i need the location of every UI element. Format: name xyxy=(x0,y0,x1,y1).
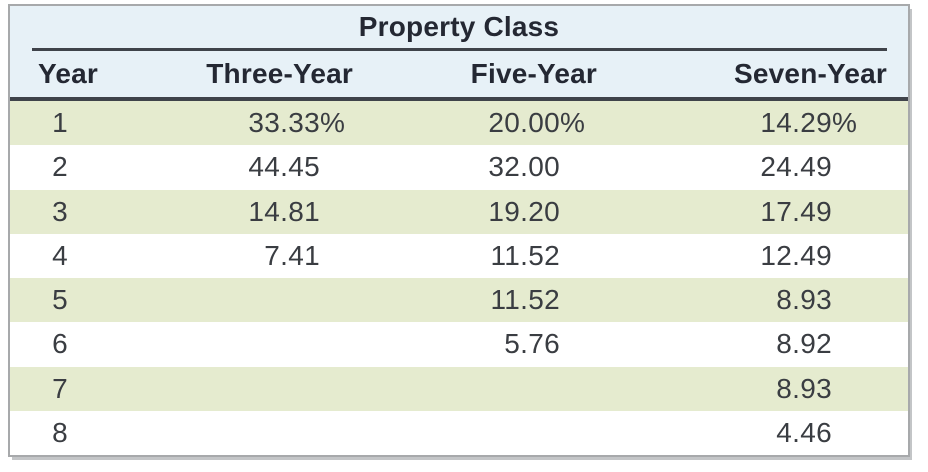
cell-three-year xyxy=(130,367,405,411)
cell-value: 8.92 xyxy=(776,328,832,360)
title-rule xyxy=(32,48,887,51)
percent-suffix: % xyxy=(832,107,858,139)
table-row: 6 5.76 8.92 xyxy=(10,322,908,366)
table-title: Property Class xyxy=(358,11,560,42)
cell-year: 1 xyxy=(52,107,68,139)
cell-five-year xyxy=(405,411,665,455)
cell-value: 7.41 xyxy=(264,239,320,271)
cell-value: 11.52 xyxy=(490,284,560,316)
cell-value: 32.00 xyxy=(488,151,560,183)
cell-three-year xyxy=(130,411,405,455)
cell-value: 19.20 xyxy=(488,195,560,227)
cell-value: 12.49 xyxy=(760,239,832,271)
table-row: 1 33.33% 20.00% 14.29% xyxy=(10,101,908,146)
cell-value: 14.29 xyxy=(760,107,832,139)
cell-three-year xyxy=(130,322,405,366)
cell-value: 17.49 xyxy=(760,195,832,227)
cell-seven-year: 8.92 xyxy=(665,322,908,366)
cell-value: 33.33 xyxy=(248,107,320,139)
cell-three-year: 14.81 xyxy=(130,190,405,234)
macrs-depreciation-table: Property Class Year Three-Year Five-Year… xyxy=(8,4,910,457)
cell-five-year: 11.52 xyxy=(405,234,665,278)
cell-five-year: 11.52 xyxy=(405,278,665,322)
cell-three-year: 33.33% xyxy=(130,101,405,145)
cell-year: 2 xyxy=(52,151,68,183)
cell-five-year xyxy=(405,367,665,411)
cell-three-year xyxy=(130,278,405,322)
cell-value: 8.93 xyxy=(776,284,832,316)
cell-seven-year: 14.29% xyxy=(665,101,908,145)
cell-value: 24.49 xyxy=(760,151,832,183)
table-body: 1 33.33% 20.00% 14.29% 2 44.45 32.00 24.49 3 14.8… xyxy=(10,101,908,455)
table-row: 7 8.93 xyxy=(10,366,908,411)
cell-year: 6 xyxy=(52,328,68,360)
cell-value: 11.52 xyxy=(490,239,560,271)
cell-five-year: 20.00% xyxy=(405,101,665,145)
cell-value: 20.00 xyxy=(488,107,560,139)
table-row: 2 44.45 32.00 24.49 xyxy=(10,145,908,189)
table-row: 5 11.52 8.93 xyxy=(10,278,908,323)
cell-seven-year: 12.49 xyxy=(665,234,908,278)
cell-seven-year: 8.93 xyxy=(665,278,908,322)
percent-suffix: % xyxy=(560,107,586,139)
table-row: 3 14.81 19.20 17.49 xyxy=(10,189,908,234)
cell-value: 44.45 xyxy=(248,151,320,183)
cell-value: 14.81 xyxy=(248,195,320,227)
column-header-year: Year xyxy=(38,58,98,89)
cell-year: 3 xyxy=(52,195,68,227)
cell-three-year: 7.41 xyxy=(130,234,405,278)
cell-five-year: 32.00 xyxy=(405,145,665,189)
table-header: Property Class Year Three-Year Five-Year… xyxy=(10,6,908,97)
cell-seven-year: 8.93 xyxy=(665,367,908,411)
cell-three-year: 44.45 xyxy=(130,145,405,189)
column-headers-row: Year Three-Year Five-Year Seven-Year xyxy=(10,51,908,97)
cell-value: 8.93 xyxy=(776,372,832,404)
cell-value: 4.46 xyxy=(776,416,832,448)
cell-year: 7 xyxy=(52,372,68,404)
cell-seven-year: 17.49 xyxy=(665,190,908,234)
cell-year: 4 xyxy=(52,239,68,271)
percent-suffix: % xyxy=(320,107,346,139)
cell-value: 5.76 xyxy=(504,328,560,360)
cell-seven-year: 24.49 xyxy=(665,145,908,189)
table-row: 8 4.46 xyxy=(10,411,908,455)
column-header-three-year: Three-Year xyxy=(206,58,353,89)
cell-year: 8 xyxy=(52,416,68,448)
header-divider-rule xyxy=(10,97,908,101)
table-row: 4 7.41 11.52 12.49 xyxy=(10,234,908,278)
cell-five-year: 5.76 xyxy=(405,322,665,366)
column-header-seven-year: Seven-Year xyxy=(734,58,887,89)
column-header-five-year: Five-Year xyxy=(470,58,597,89)
cell-year: 5 xyxy=(52,284,68,316)
cell-five-year: 19.20 xyxy=(405,190,665,234)
cell-seven-year: 4.46 xyxy=(665,411,908,455)
